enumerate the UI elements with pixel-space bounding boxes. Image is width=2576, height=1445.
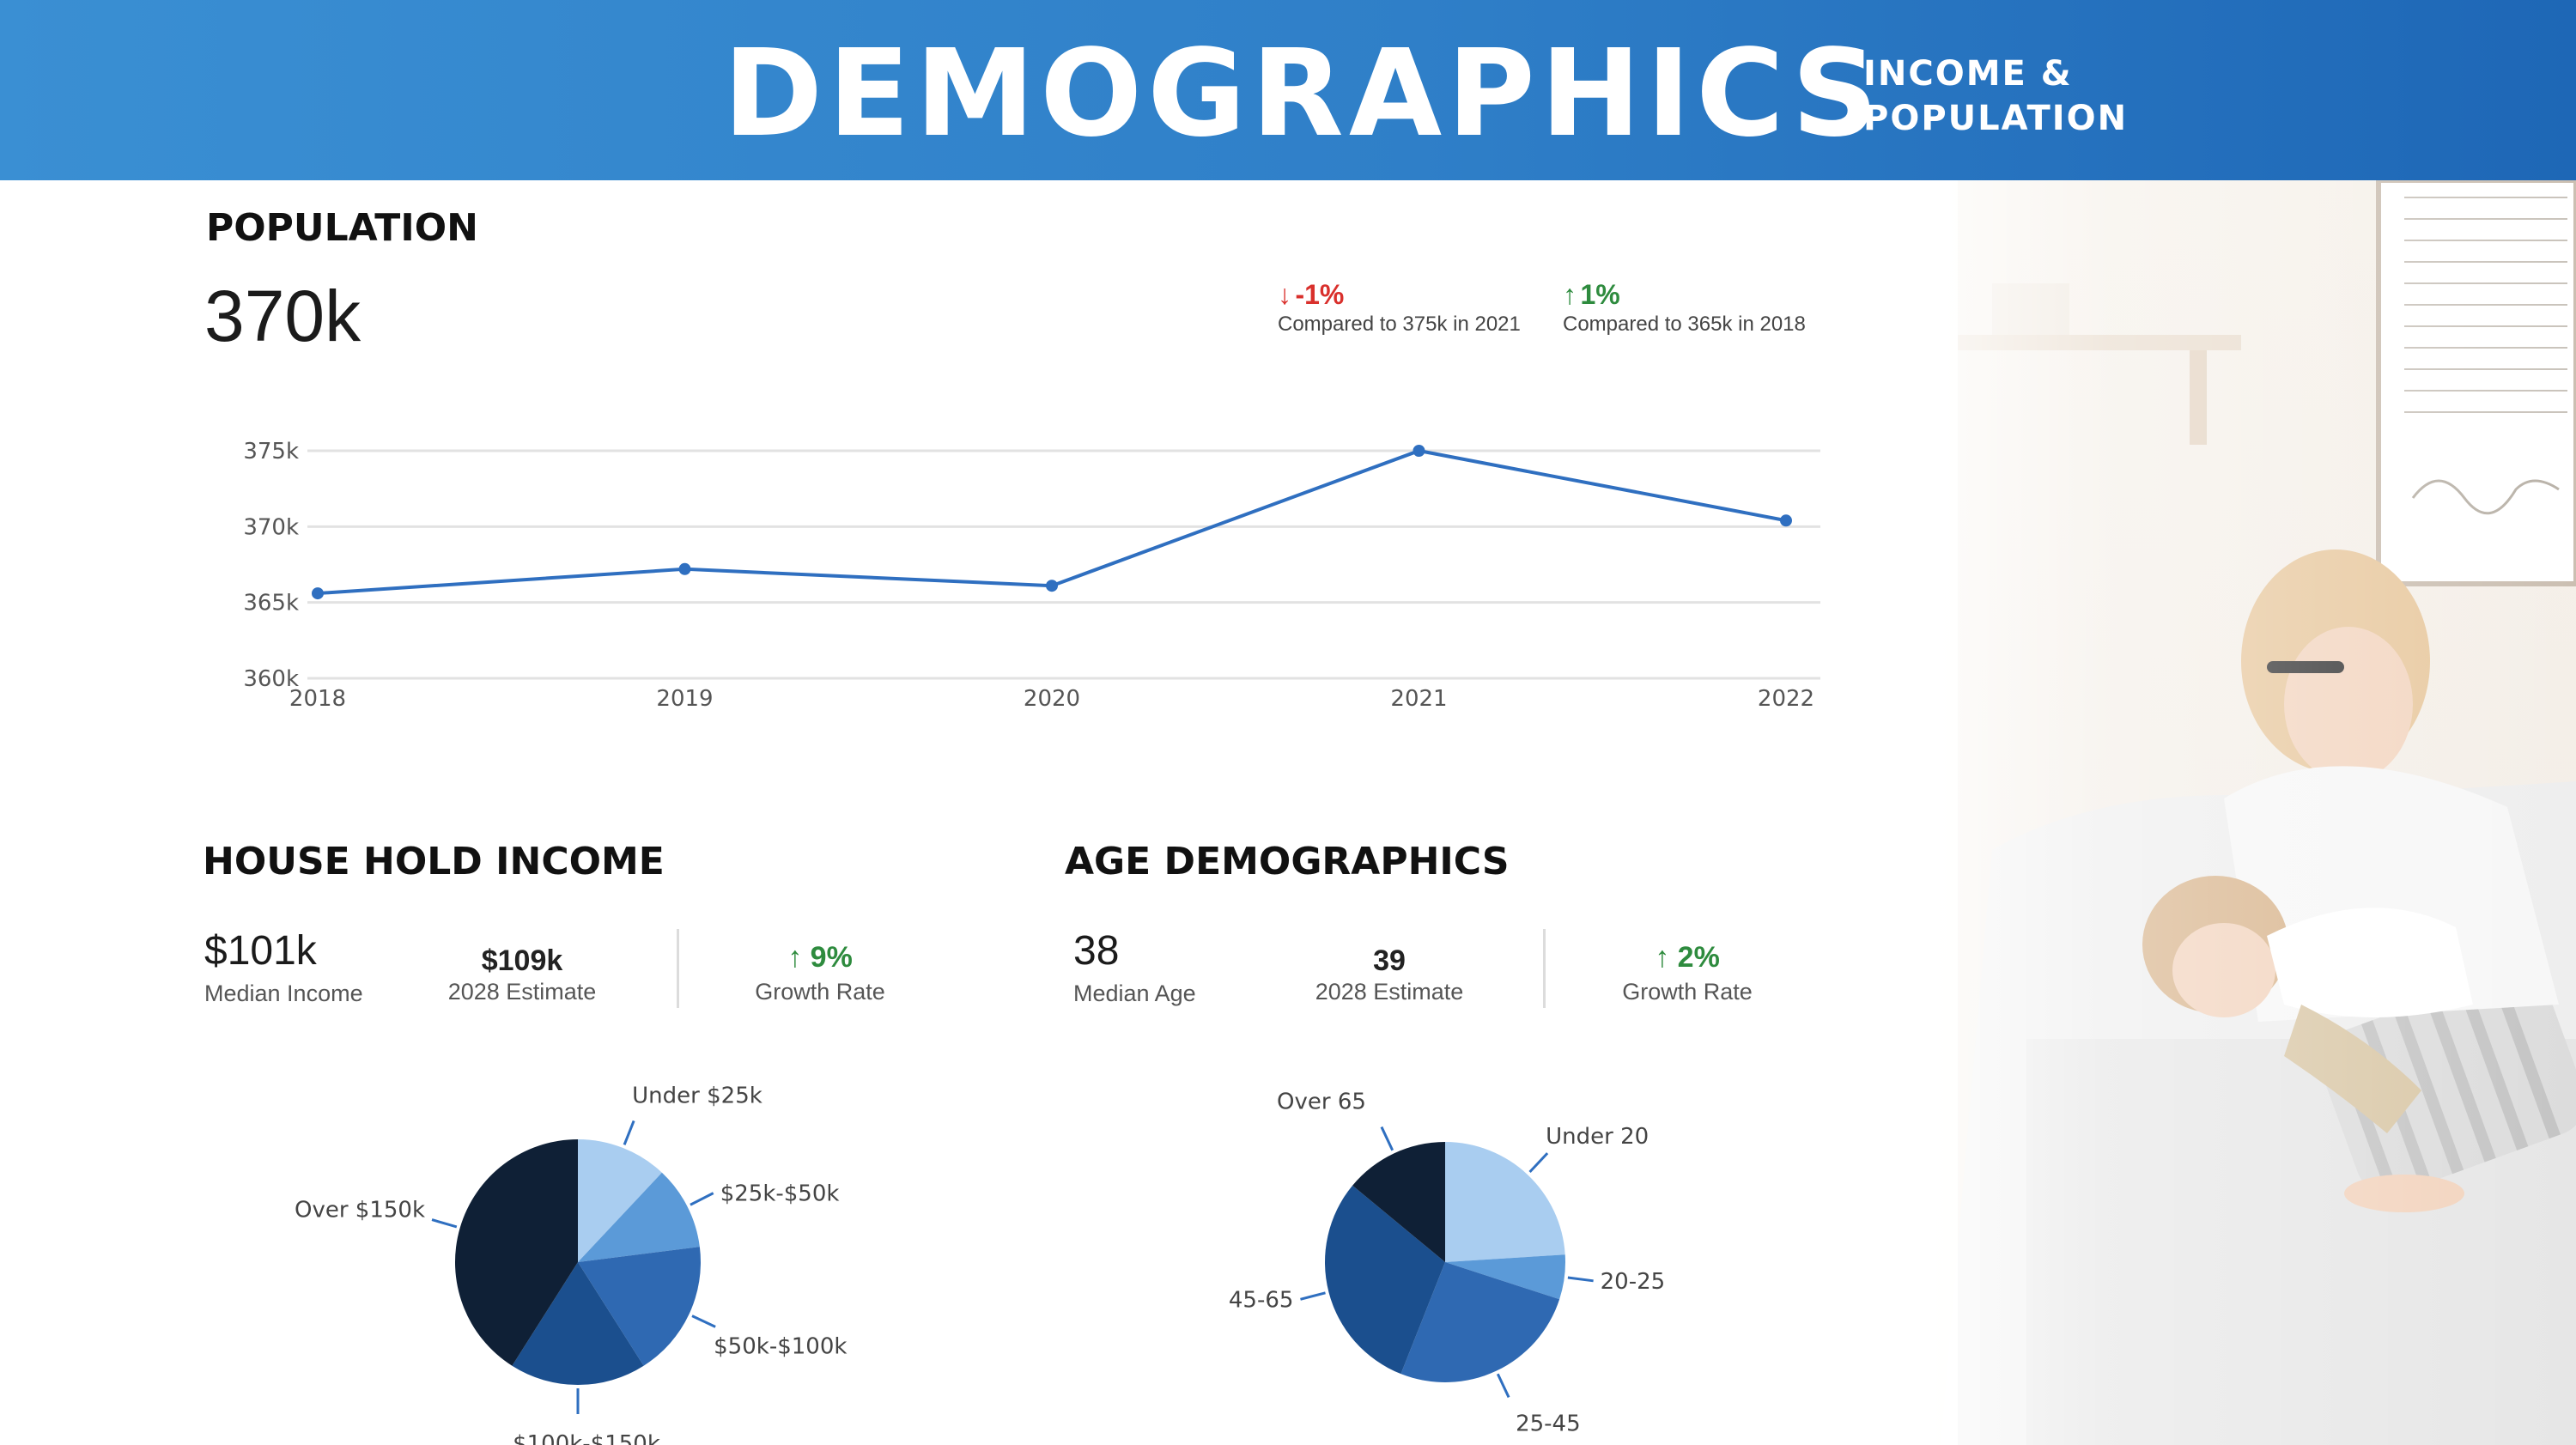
y-tick-label: 360k bbox=[243, 666, 299, 692]
data-point bbox=[678, 562, 691, 575]
subtitle-line-2: POPULATION bbox=[1863, 99, 2129, 138]
compare-pct: 1% bbox=[1580, 279, 1620, 310]
median-income-label: Median Income bbox=[204, 981, 363, 1006]
slice-label: Over $150k bbox=[295, 1198, 425, 1223]
page-subtitle: INCOME & POPULATION bbox=[1863, 52, 2128, 141]
age-estimate-label: 2028 Estimate bbox=[1315, 979, 1464, 1005]
arrow-down-icon: ↓ bbox=[1278, 279, 1291, 310]
age-growth: ↑ 2% bbox=[1606, 941, 1769, 974]
data-point bbox=[1046, 580, 1058, 592]
population-compare-2018: ↑ 1% Compared to 365k in 2018 bbox=[1563, 279, 1806, 337]
arrow-up-icon: ↑ bbox=[1655, 941, 1670, 974]
slice-label: $25k-$50k bbox=[720, 1181, 840, 1207]
leader-line bbox=[1496, 1373, 1510, 1399]
population-heading: POPULATION bbox=[206, 206, 478, 250]
median-age-label: Median Age bbox=[1073, 981, 1196, 1006]
pie-slice bbox=[1400, 1262, 1560, 1382]
slice-label: Under $25k bbox=[632, 1083, 762, 1108]
pie-slice bbox=[455, 1139, 578, 1366]
median-income-value: $101k bbox=[204, 928, 317, 974]
pie-slice bbox=[1352, 1142, 1445, 1262]
age-heading: AGE DEMOGRAPHICS bbox=[1065, 840, 1510, 883]
leader-line bbox=[1380, 1126, 1394, 1151]
median-age-value: 38 bbox=[1073, 928, 1120, 974]
arrow-up-icon: ↑ bbox=[787, 941, 803, 974]
income-estimate-value: $109k bbox=[481, 944, 563, 977]
leader-line bbox=[1567, 1276, 1594, 1283]
leader-line bbox=[431, 1218, 458, 1229]
age-pie-chart: Under 20 20-25 25-45 45-65 Over 65 bbox=[1229, 1090, 1666, 1437]
slice-label: $50k-$100k bbox=[714, 1333, 847, 1359]
income-estimate-label: 2028 Estimate bbox=[447, 979, 597, 1005]
y-tick-label: 365k bbox=[243, 591, 299, 616]
x-tick-label: 2022 bbox=[1758, 686, 1814, 712]
leader-line bbox=[691, 1314, 716, 1328]
data-point bbox=[312, 587, 324, 600]
x-tick-label: 2020 bbox=[1024, 686, 1080, 712]
leader-line bbox=[690, 1192, 714, 1206]
compare-pct: -1% bbox=[1295, 279, 1345, 310]
income-heading: HOUSE HOLD INCOME bbox=[203, 840, 665, 883]
pie-slice bbox=[578, 1139, 662, 1262]
compare-text: Compared to 365k in 2018 bbox=[1563, 313, 1806, 336]
leader-line bbox=[623, 1120, 635, 1145]
income-pie-chart: Under $25k $25k-$50k $50k-$100k $100k-$150k… bbox=[295, 1083, 847, 1445]
pie-slice bbox=[578, 1172, 700, 1262]
slice-label: 45-65 bbox=[1229, 1287, 1294, 1313]
pie-slice bbox=[578, 1247, 701, 1366]
leader-line bbox=[1300, 1291, 1326, 1301]
data-point bbox=[1780, 514, 1792, 527]
age-estimate-value: 39 bbox=[1373, 944, 1406, 977]
slice-label: $100k-$150k bbox=[513, 1431, 660, 1445]
x-tick-label: 2021 bbox=[1390, 686, 1447, 712]
income-growth-value: 9% bbox=[810, 941, 853, 974]
x-tick-label: 2018 bbox=[289, 686, 346, 712]
population-value: 370k bbox=[204, 276, 361, 356]
compare-text: Compared to 375k in 2021 bbox=[1278, 313, 1521, 336]
data-point bbox=[1413, 445, 1425, 457]
page-title: DEMOGRAPHICS bbox=[723, 24, 1884, 164]
population-line-chart: 360k 365k 370k 375k 2018 2019 2020 2021 2022 bbox=[243, 439, 1820, 712]
pie-slice bbox=[1445, 1142, 1565, 1262]
population-compare-2021: ↓ -1% Compared to 375k in 2021 bbox=[1278, 279, 1521, 337]
pie-slice bbox=[1325, 1185, 1445, 1375]
income-growth: ↑ 9% bbox=[738, 941, 902, 974]
x-tick-label: 2019 bbox=[656, 686, 713, 712]
slice-label: Over 65 bbox=[1277, 1090, 1366, 1115]
income-growth-label: Growth Rate bbox=[755, 979, 885, 1005]
header-banner: DEMOGRAPHICS INCOME & POPULATION bbox=[0, 0, 2576, 180]
divider bbox=[1543, 929, 1546, 1008]
leader-line bbox=[1528, 1152, 1549, 1174]
pie-slice bbox=[512, 1262, 644, 1385]
slice-label: Under 20 bbox=[1546, 1124, 1649, 1150]
y-tick-label: 375k bbox=[243, 439, 299, 464]
population-series-line bbox=[317, 448, 1787, 596]
pie-slice bbox=[1445, 1254, 1565, 1300]
slice-label: 20-25 bbox=[1601, 1269, 1666, 1295]
y-tick-label: 370k bbox=[243, 514, 299, 540]
family-photo bbox=[1855, 180, 2576, 1445]
slice-label: 25-45 bbox=[1516, 1411, 1581, 1436]
divider bbox=[677, 929, 679, 1008]
arrow-up-icon: ↑ bbox=[1563, 279, 1577, 310]
age-growth-label: Growth Rate bbox=[1622, 979, 1753, 1005]
subtitle-line-1: INCOME & bbox=[1863, 54, 2073, 94]
age-growth-value: 2% bbox=[1677, 941, 1720, 974]
